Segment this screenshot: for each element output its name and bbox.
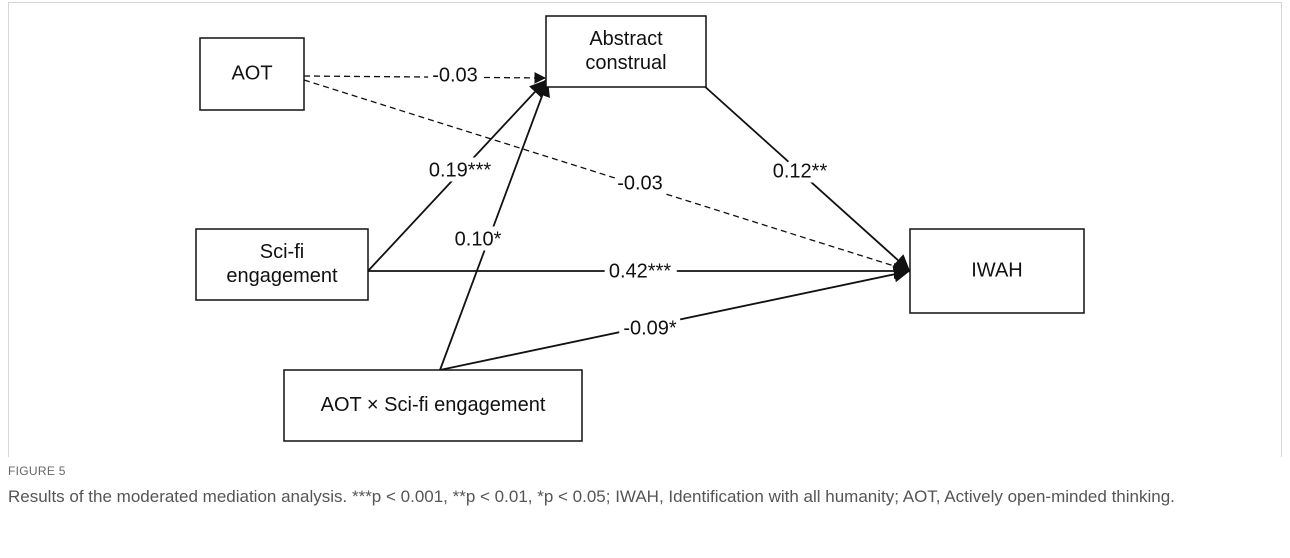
edge [303, 72, 547, 84]
node-box [199, 37, 305, 111]
edge-label: 0.10* [455, 228, 502, 250]
figure-caption: Results of the moderated mediation analy… [8, 487, 1175, 506]
node-label: Sci-fi [260, 241, 304, 263]
node-box [545, 15, 707, 88]
edge [367, 79, 547, 272]
figure-frame [8, 2, 1282, 457]
edge-label: -0.03 [432, 64, 478, 86]
edge [439, 79, 550, 371]
edge [303, 79, 911, 274]
node-label: construal [585, 52, 666, 74]
edge-label: 0.42*** [609, 260, 671, 282]
node-box [283, 369, 583, 442]
node-label: engagement [226, 265, 338, 287]
edge [701, 83, 911, 272]
node-label: AOT × Sci-fi engagement [321, 394, 546, 416]
edge-label: -0.03 [617, 172, 663, 194]
node-box [195, 228, 369, 301]
figure-number: FIGURE 5 [8, 464, 66, 478]
edge-label: 0.12** [773, 160, 828, 182]
node-label: Abstract [589, 28, 663, 50]
edge-label: -0.09* [623, 317, 677, 339]
node-label: IWAH [971, 259, 1022, 281]
node-box [909, 228, 1085, 314]
edge-label: 0.19*** [429, 159, 491, 181]
node-label: AOT [231, 62, 272, 84]
edge [439, 266, 911, 371]
